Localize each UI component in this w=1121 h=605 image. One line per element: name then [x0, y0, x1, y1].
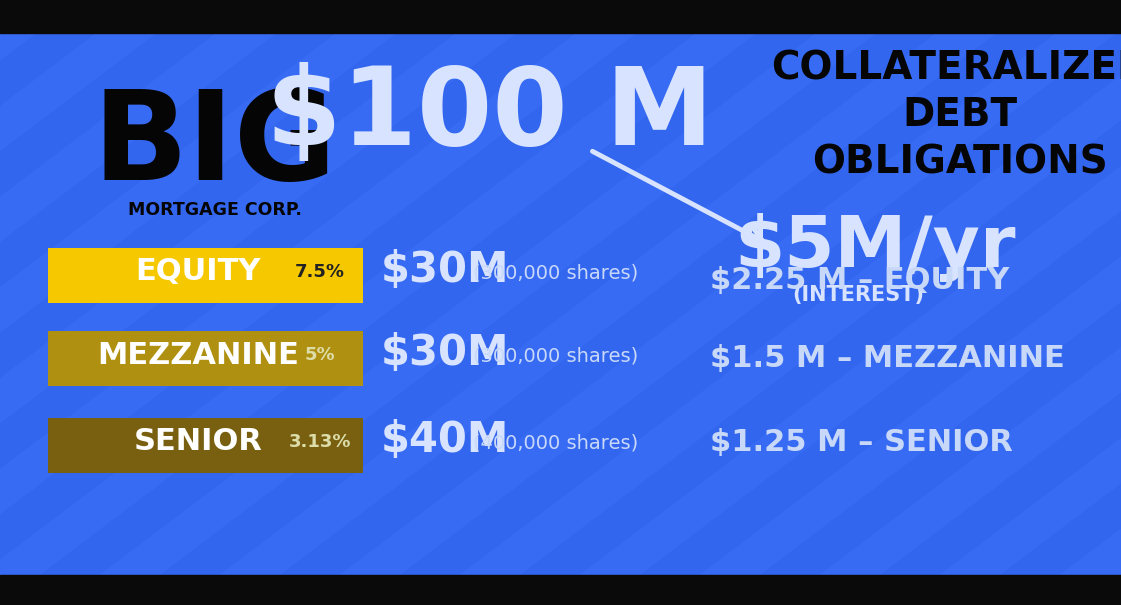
Text: COLLATERALIZED
DEBT
OBLIGATIONS: COLLATERALIZED DEBT OBLIGATIONS — [771, 49, 1121, 181]
Bar — [0, 575, 1121, 605]
Text: BIG: BIG — [93, 85, 337, 206]
Text: $5M/yr: $5M/yr — [734, 212, 1016, 281]
Polygon shape — [900, 0, 1121, 605]
Text: SENIOR: SENIOR — [133, 428, 262, 457]
Text: 3.13%: 3.13% — [289, 433, 351, 451]
Text: $30M: $30M — [381, 332, 510, 374]
Text: $1.25 M – SENIOR: $1.25 M – SENIOR — [710, 428, 1013, 457]
Bar — [0, 0, 1121, 33]
Polygon shape — [0, 0, 560, 605]
Bar — [48, 417, 363, 473]
Text: EQUITY: EQUITY — [136, 258, 261, 287]
Text: (300,000 shares): (300,000 shares) — [473, 264, 638, 283]
Polygon shape — [660, 0, 1121, 605]
Text: $30M: $30M — [381, 249, 510, 291]
Polygon shape — [780, 0, 1121, 605]
Text: (400,000 shares): (400,000 shares) — [473, 434, 638, 453]
Polygon shape — [540, 0, 1121, 605]
Text: MORTGAGE CORP.: MORTGAGE CORP. — [128, 201, 302, 219]
Polygon shape — [0, 0, 319, 605]
Polygon shape — [300, 0, 1121, 605]
Text: $2.25 M – EQUITY: $2.25 M – EQUITY — [710, 266, 1009, 295]
Text: 7.5%: 7.5% — [295, 263, 345, 281]
Bar — [48, 247, 363, 302]
Text: 5%: 5% — [305, 346, 335, 364]
Text: MEZZANINE: MEZZANINE — [98, 341, 299, 370]
Polygon shape — [61, 0, 920, 605]
Polygon shape — [0, 0, 441, 605]
Text: $100 M: $100 M — [267, 62, 714, 168]
Text: $40M: $40M — [381, 419, 509, 461]
Polygon shape — [0, 0, 800, 605]
Text: $1.5 M – MEZZANINE: $1.5 M – MEZZANINE — [710, 344, 1065, 373]
Polygon shape — [0, 0, 200, 605]
Polygon shape — [180, 0, 1040, 605]
Polygon shape — [1020, 0, 1121, 605]
Text: (INTEREST): (INTEREST) — [793, 285, 924, 305]
Polygon shape — [0, 0, 80, 605]
Polygon shape — [420, 0, 1121, 605]
Polygon shape — [0, 0, 680, 605]
Bar — [48, 330, 363, 385]
Text: (300,000 shares): (300,000 shares) — [473, 347, 638, 365]
